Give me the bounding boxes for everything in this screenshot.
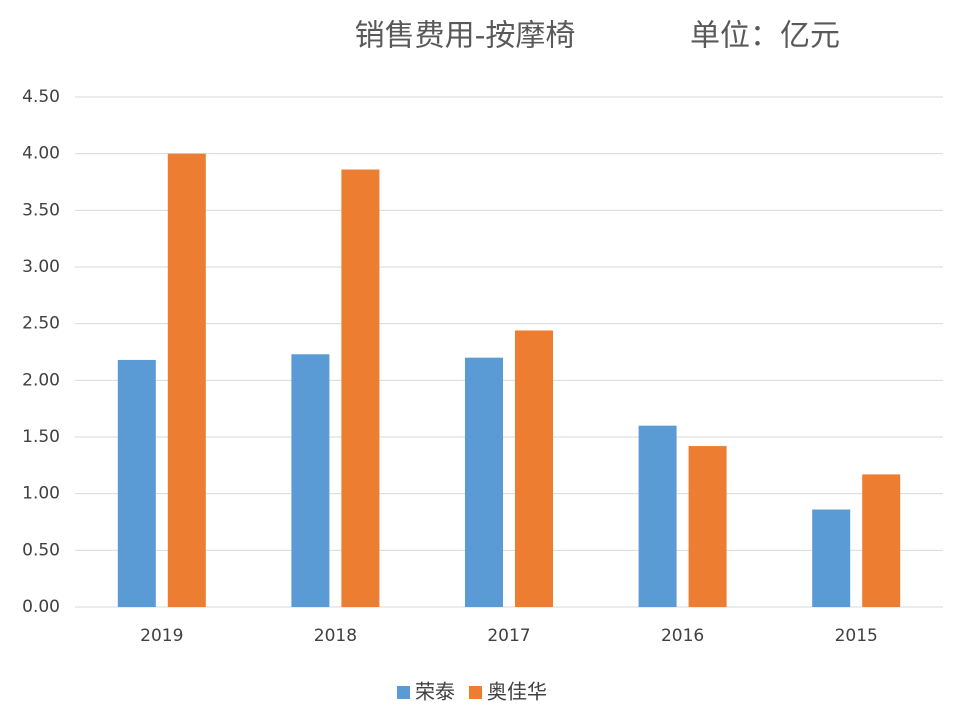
chart-title: 销售费用-按摩椅 [355,19,576,54]
legend-label: 奥佳华 [487,680,547,704]
chart-subtitle: 单位：亿元 [690,19,840,54]
bar [167,153,206,607]
y-tick-label: 0.50 [22,540,60,560]
y-tick-label: 1.00 [22,484,60,504]
x-tick-label: 2018 [314,626,357,646]
bar [688,446,727,607]
x-tick-label: 2016 [661,626,704,646]
y-tick-label: 4.50 [22,87,60,107]
legend-swatch [397,686,410,699]
y-tick-label: 1.50 [22,427,60,447]
y-tick-label: 2.00 [22,370,60,390]
y-tick-label: 3.00 [22,257,60,277]
bar [638,425,677,607]
bar [515,330,553,607]
bar [341,169,380,608]
bar [291,354,330,607]
bar [862,474,901,607]
y-tick-label: 0.00 [22,597,60,617]
y-tick-label: 3.50 [22,200,60,220]
bar [812,509,851,607]
y-tick-label: 4.00 [22,144,60,164]
x-tick-label: 2017 [487,626,530,646]
legend-label: 荣泰 [415,680,455,704]
bar [465,357,503,607]
x-tick-label: 2015 [835,626,878,646]
bar [117,359,156,607]
x-tick-label: 2019 [140,626,183,646]
legend-swatch [469,686,482,699]
y-tick-label: 2.50 [22,314,60,334]
